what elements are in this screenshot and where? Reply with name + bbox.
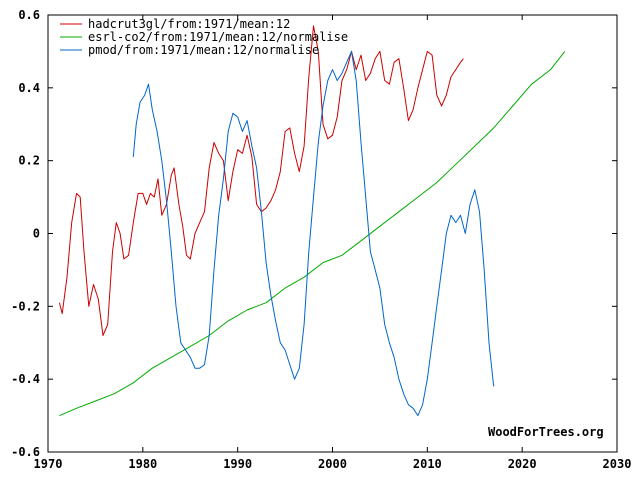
series-line-2 [132,50,495,417]
y-tick-label-0: 0 [33,227,40,241]
legend-label-0: hadcrut3gl/from:1971/mean:12 [88,17,290,31]
y-tick-label-0.4: 0.4 [18,81,40,95]
series-line-1 [59,51,566,417]
legend: hadcrut3gl/from:1971/mean:12esrl-co2/fro… [60,17,348,57]
series-layer [58,25,566,417]
credit-label: WoodForTrees.org [488,425,604,439]
x-tick-label-2020: 2020 [508,457,537,471]
x-tick-label-2030: 2030 [603,457,632,471]
axis-layer: 1970 1980 1990 2000 2010 2020 2030 -0.6 -0.4 -0.2… [11,8,631,471]
x-tick-label-1990: 1990 [223,457,252,471]
y-tick-label--0.2: -0.2 [11,299,40,313]
x-tick-label-2010: 2010 [413,457,442,471]
y-tick-label--0.6: -0.6 [11,445,40,459]
y-tick-label-0.6: 0.6 [18,8,40,22]
legend-label-2: pmod/from:1971/mean:12/normalise [88,43,319,57]
x-tick-label-2000: 2000 [318,457,347,471]
series-line-0 [58,25,464,336]
y-tick-label-0.2: 0.2 [18,154,40,168]
x-tick-label-1980: 1980 [128,457,157,471]
x-tick-label-1970: 1970 [34,457,63,471]
y-tick-label--0.4: -0.4 [11,372,40,386]
legend-label-1: esrl-co2/from:1971/mean:12/normalise [88,30,348,44]
plot-frame [47,14,618,453]
plot-area [47,14,618,453]
